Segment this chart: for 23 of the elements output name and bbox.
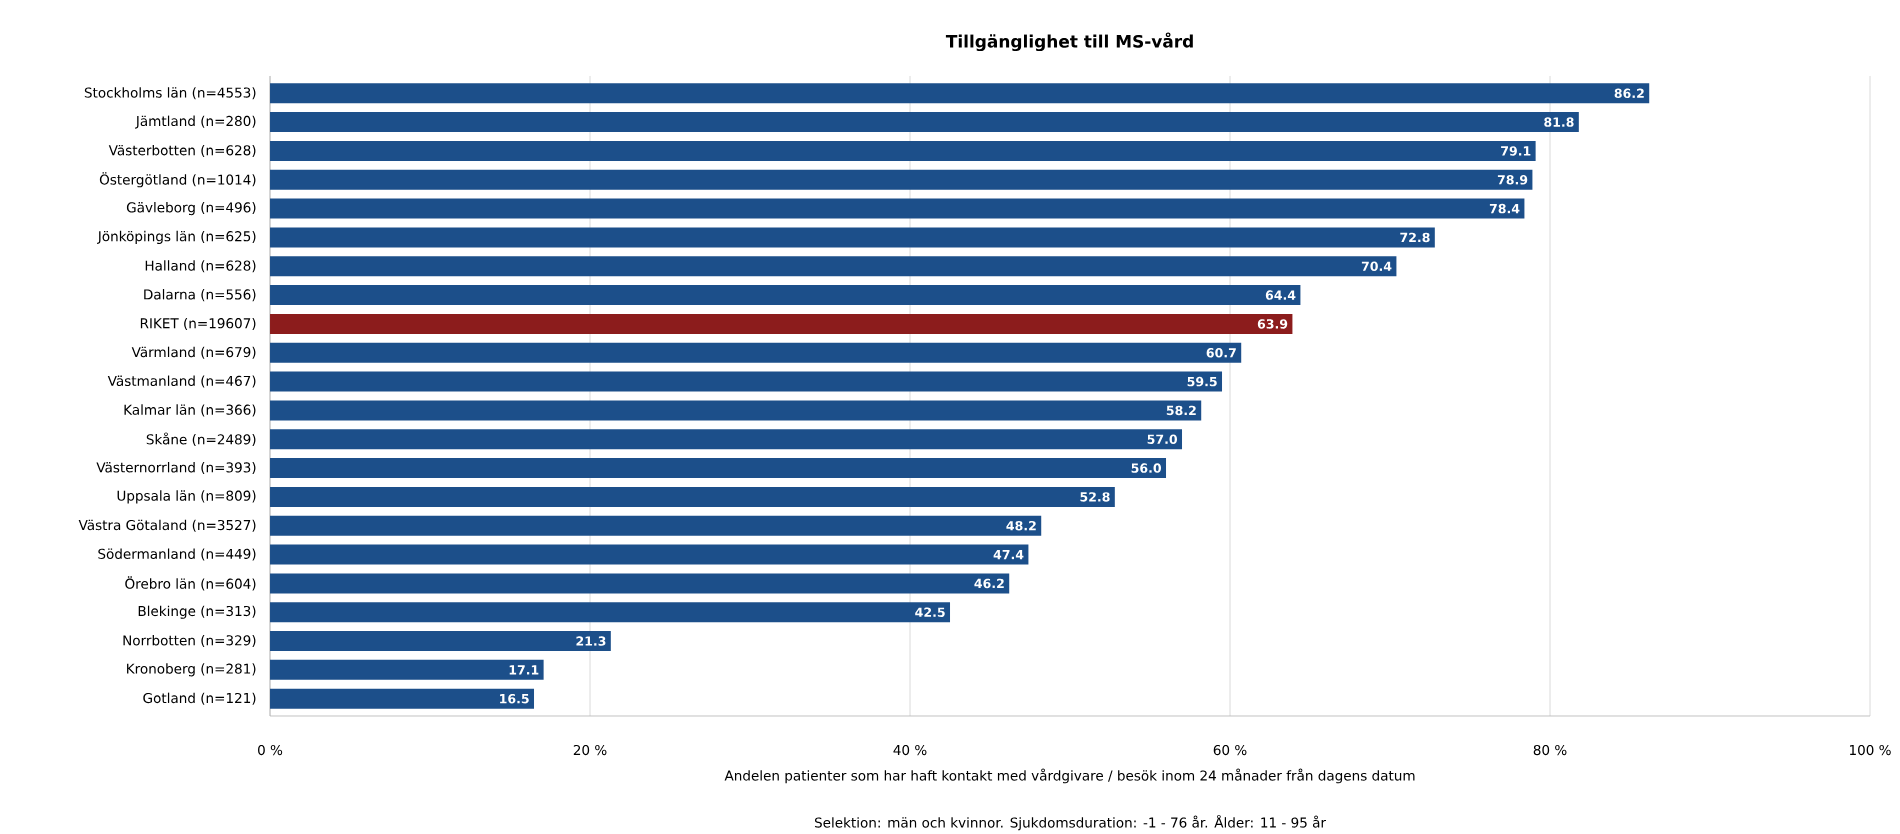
bar (270, 284, 1301, 305)
bar (270, 169, 1533, 190)
bar (270, 198, 1525, 219)
bar (270, 659, 544, 680)
bar (270, 140, 1536, 161)
bar (270, 400, 1202, 420)
bar (270, 82, 1650, 103)
bar (270, 342, 1242, 363)
bar (270, 688, 535, 709)
bar (270, 227, 1435, 248)
bar (270, 515, 1042, 536)
bar (270, 572, 1010, 593)
bar (270, 544, 1029, 565)
bar (270, 313, 1293, 334)
bar (270, 111, 1579, 132)
bar (270, 630, 611, 651)
bar (270, 457, 1167, 478)
bar (270, 486, 1115, 507)
chart-title: Tillgänglighet till MS-vård (945, 32, 1193, 51)
bar (270, 601, 951, 622)
bar (270, 255, 1397, 276)
bar (270, 428, 1183, 449)
bar (270, 371, 1223, 392)
